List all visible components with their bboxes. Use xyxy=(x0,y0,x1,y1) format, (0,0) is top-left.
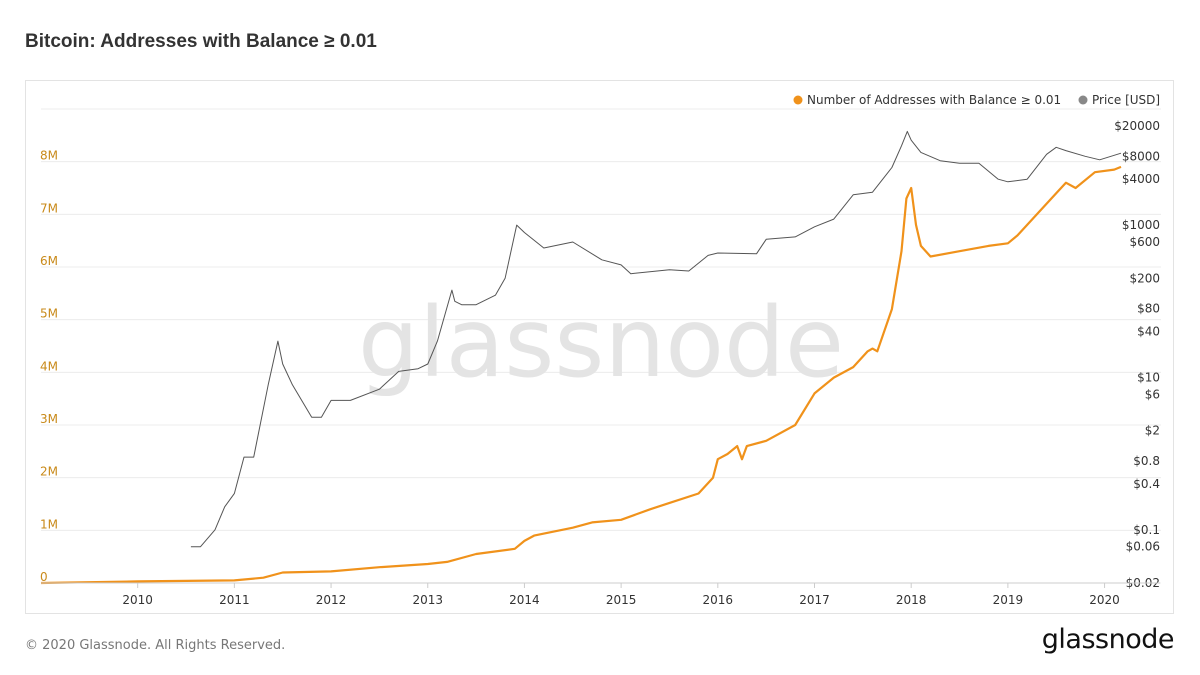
y-left-tick-3: 3M xyxy=(40,412,58,426)
y-right-tick-10: $2 xyxy=(1145,424,1160,438)
watermark: glassnode xyxy=(358,287,844,399)
chart-frame: glassnode 0 1M 2M 3M 4M 5M 6M 7M 8M $20000 $8000 $4… xyxy=(25,80,1174,614)
axis-layer: 0 1M 2M 3M 4M 5M 6M 7M 8M $20000 $8000 $4000 $1000 $6… xyxy=(40,119,1160,607)
chart-canvas: glassnode 0 1M 2M 3M 4M 5M 6M 7M 8M $20000 $8000 $4… xyxy=(40,93,1161,607)
y-right-tick-14: $0.06 xyxy=(1126,540,1160,554)
y-left-tick-6: 6M xyxy=(40,254,58,268)
x-tick-1: 2011 xyxy=(219,593,250,607)
x-tick-10: 2020 xyxy=(1089,593,1120,607)
y-right-tick-5: $200 xyxy=(1129,271,1160,285)
y-right-tick-2: $4000 xyxy=(1122,172,1160,186)
y-right-tick-0: $20000 xyxy=(1114,119,1160,133)
x-tick-4: 2014 xyxy=(509,593,540,607)
series-line-price[interactable] xyxy=(190,130,1122,548)
y-left-tick-2: 2M xyxy=(40,465,58,479)
series-line-addresses[interactable] xyxy=(40,165,1122,585)
y-right-tick-11: $0.8 xyxy=(1133,454,1160,468)
legend-dot-addresses[interactable] xyxy=(793,95,803,105)
x-tick-5: 2015 xyxy=(606,593,637,607)
y-right-tick-9: $6 xyxy=(1145,387,1160,401)
legend-label-addresses[interactable]: Number of Addresses with Balance ≥ 0.01 xyxy=(807,93,1061,107)
x-tick-9: 2019 xyxy=(993,593,1024,607)
x-tick-0: 2010 xyxy=(122,593,153,607)
legend-label-price[interactable]: Price [USD] xyxy=(1092,93,1160,107)
y-right-tick-7: $40 xyxy=(1137,325,1160,339)
y-right-tick-12: $0.4 xyxy=(1133,477,1160,491)
y-left-tick-7: 7M xyxy=(40,201,58,215)
series-layer xyxy=(40,130,1122,585)
legend: Number of Addresses with Balance ≥ 0.01 … xyxy=(793,93,1160,107)
copyright-notice: © 2020 Glassnode. All Rights Reserved. xyxy=(25,638,286,653)
y-right-tick-8: $10 xyxy=(1137,370,1160,384)
y-right-tick-6: $80 xyxy=(1137,302,1160,316)
x-tick-3: 2013 xyxy=(412,593,443,607)
y-right-tick-13: $0.1 xyxy=(1133,523,1160,537)
x-tick-7: 2017 xyxy=(799,593,830,607)
grid-lines xyxy=(41,108,1161,584)
page-title: Bitcoin: Addresses with Balance ≥ 0.01 xyxy=(25,31,377,52)
y-left-tick-0: 0 xyxy=(40,570,48,584)
y-left-tick-1: 1M xyxy=(40,517,58,531)
y-left-tick-4: 4M xyxy=(40,359,58,373)
y-left-tick-8: 8M xyxy=(40,149,58,163)
y-right-tick-3: $1000 xyxy=(1122,218,1160,232)
y-left-tick-5: 5M xyxy=(40,307,58,321)
x-tick-2: 2012 xyxy=(316,593,347,607)
x-tick-6: 2016 xyxy=(703,593,734,607)
y-right-tick-4: $600 xyxy=(1129,235,1160,249)
x-tick-8: 2018 xyxy=(896,593,927,607)
y-right-tick-1: $8000 xyxy=(1122,149,1160,163)
glassnode-logo[interactable]: glassnode xyxy=(1041,624,1175,655)
legend-dot-price[interactable] xyxy=(1078,95,1088,105)
